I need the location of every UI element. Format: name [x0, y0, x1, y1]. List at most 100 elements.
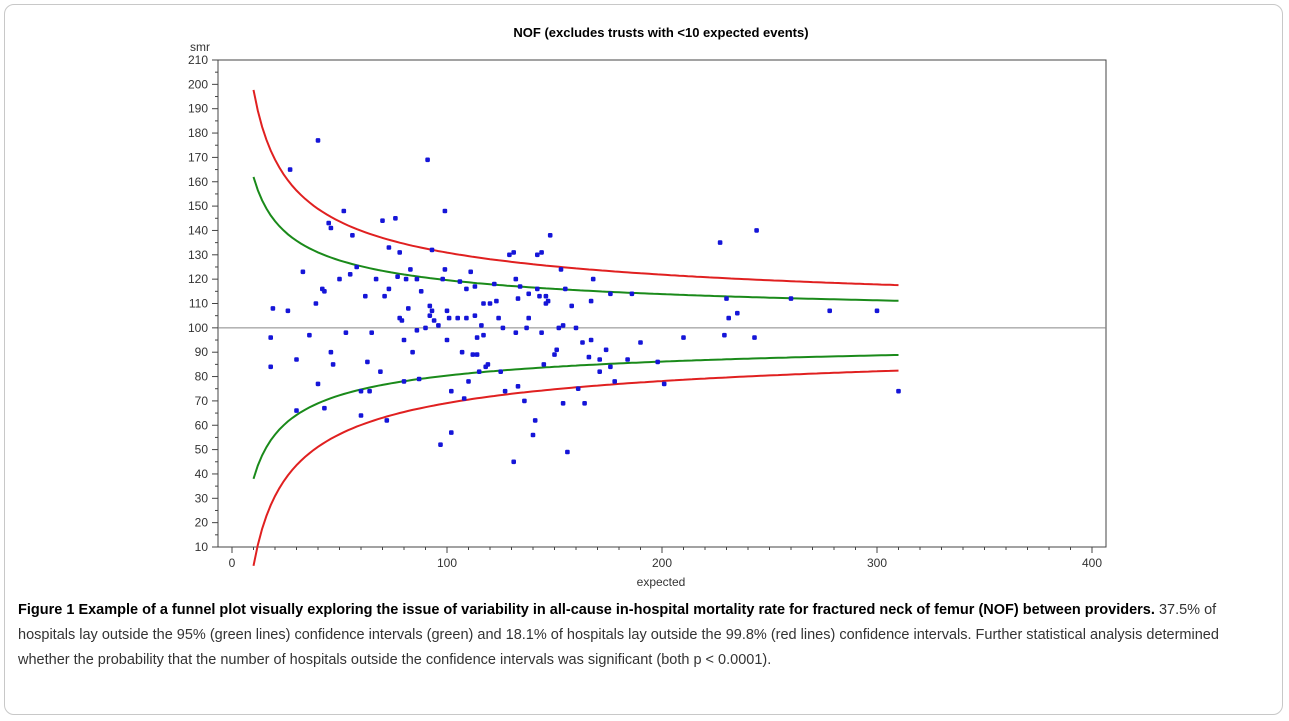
hospital-point: [414, 276, 420, 282]
hospital-points-layer: [268, 138, 901, 465]
hospital-point: [588, 298, 594, 304]
hospital-point: [429, 308, 435, 314]
hospital-point: [481, 301, 486, 306]
hospital-point: [487, 301, 493, 306]
hospital-point: [515, 384, 521, 389]
y-tick-label: 80: [195, 370, 209, 384]
hospital-point: [386, 245, 392, 250]
hospital-point: [315, 138, 321, 143]
hospital-point: [315, 381, 321, 387]
hospital-point: [496, 315, 501, 321]
y-tick-label: 120: [188, 272, 208, 286]
hospital-point: [300, 269, 306, 275]
y-tick-label: 160: [188, 175, 208, 189]
hospital-point: [326, 220, 331, 226]
hospital-point: [436, 323, 441, 328]
hospital-point: [788, 296, 794, 301]
hospital-point: [608, 364, 613, 370]
hospital-point: [603, 347, 609, 353]
hospital-point: [449, 430, 454, 435]
hospital-point: [386, 286, 392, 292]
hospital-point: [403, 276, 409, 282]
hospital-point: [717, 240, 723, 245]
y-tick-label: 30: [195, 491, 209, 505]
hospital-point: [358, 388, 364, 394]
hospital-point: [554, 347, 559, 353]
y-tick-label: 40: [195, 467, 209, 481]
y-tick-label: 100: [188, 321, 208, 335]
hospital-point: [625, 357, 630, 362]
hospital-point: [358, 413, 364, 418]
hospital-point: [481, 332, 486, 338]
x-tick-label: 300: [867, 556, 887, 570]
hospital-point: [378, 369, 383, 374]
hospital-point: [539, 330, 544, 335]
hospital-point: [492, 281, 497, 287]
hospital-point: [322, 289, 327, 294]
hospital-point: [285, 308, 291, 314]
hospital-point: [440, 276, 445, 282]
hospital-point: [464, 315, 469, 321]
hospital-point: [511, 250, 516, 255]
hospital-point: [466, 379, 471, 384]
hospital-point: [444, 308, 450, 314]
hospital-point: [438, 442, 443, 447]
hospital-point: [401, 337, 407, 343]
hospital-point: [532, 418, 538, 423]
limit-99-8pct-upper: [252, 89, 899, 287]
hospital-point: [588, 337, 594, 343]
plot-area: [217, 59, 1107, 548]
hospital-point: [363, 293, 368, 299]
hospital-point: [513, 276, 519, 282]
hospital-point: [416, 376, 422, 382]
hospital-point: [367, 388, 372, 394]
hospital-point: [268, 364, 273, 370]
hospital-point: [524, 325, 529, 331]
hospital-point: [563, 286, 568, 292]
y-tick-label: 110: [189, 297, 208, 311]
hospital-point: [560, 323, 566, 328]
hospital-point: [590, 276, 596, 282]
hospital-point: [322, 405, 327, 411]
hospital-point: [565, 449, 570, 455]
hospital-point: [543, 293, 549, 299]
hospital-point: [380, 218, 385, 223]
hospital-point: [328, 225, 334, 231]
hospital-point: [479, 323, 484, 328]
hospital-point: [330, 362, 336, 367]
hospital-point: [354, 264, 359, 270]
hospital-point: [597, 357, 602, 362]
funnel-plot: NOF (excludes trusts with <10 expected e…: [188, 25, 1107, 589]
hospital-point: [722, 332, 727, 338]
hospital-point: [393, 216, 398, 221]
hospital-point: [397, 250, 402, 255]
hospital-point: [754, 228, 759, 233]
hospital-point: [494, 298, 499, 304]
hospital-point: [442, 208, 448, 214]
y-tick-label: 20: [195, 516, 209, 530]
hospital-point: [476, 369, 482, 374]
hospital-point: [724, 296, 729, 301]
hospital-point: [431, 318, 437, 323]
hospital-point: [446, 315, 452, 321]
hospital-point: [541, 362, 547, 367]
hospital-point: [347, 272, 353, 277]
hospital-point: [547, 233, 553, 238]
chart-title: NOF (excludes trusts with <10 expected e…: [513, 25, 808, 40]
y-tick-label: 70: [195, 394, 209, 408]
hospital-point: [582, 401, 587, 406]
hospital-point: [526, 315, 531, 321]
hospital-point: [537, 293, 542, 299]
y-axis-ticks: 10 20 30 40 50 60 70 80 90 100 110 120 130 140 150 160 1…: [188, 53, 218, 554]
y-tick-label: 10: [195, 540, 209, 554]
hospital-point: [406, 306, 411, 311]
hospital-point: [455, 315, 460, 321]
hospital-point: [612, 379, 617, 384]
hospital-point: [470, 352, 476, 357]
figure-label: Figure 1: [18, 602, 75, 618]
hospital-point: [507, 252, 512, 258]
hospital-point: [270, 306, 276, 311]
hospital-point: [384, 418, 390, 423]
hospital-point: [395, 274, 400, 279]
hospital-point: [294, 408, 299, 413]
